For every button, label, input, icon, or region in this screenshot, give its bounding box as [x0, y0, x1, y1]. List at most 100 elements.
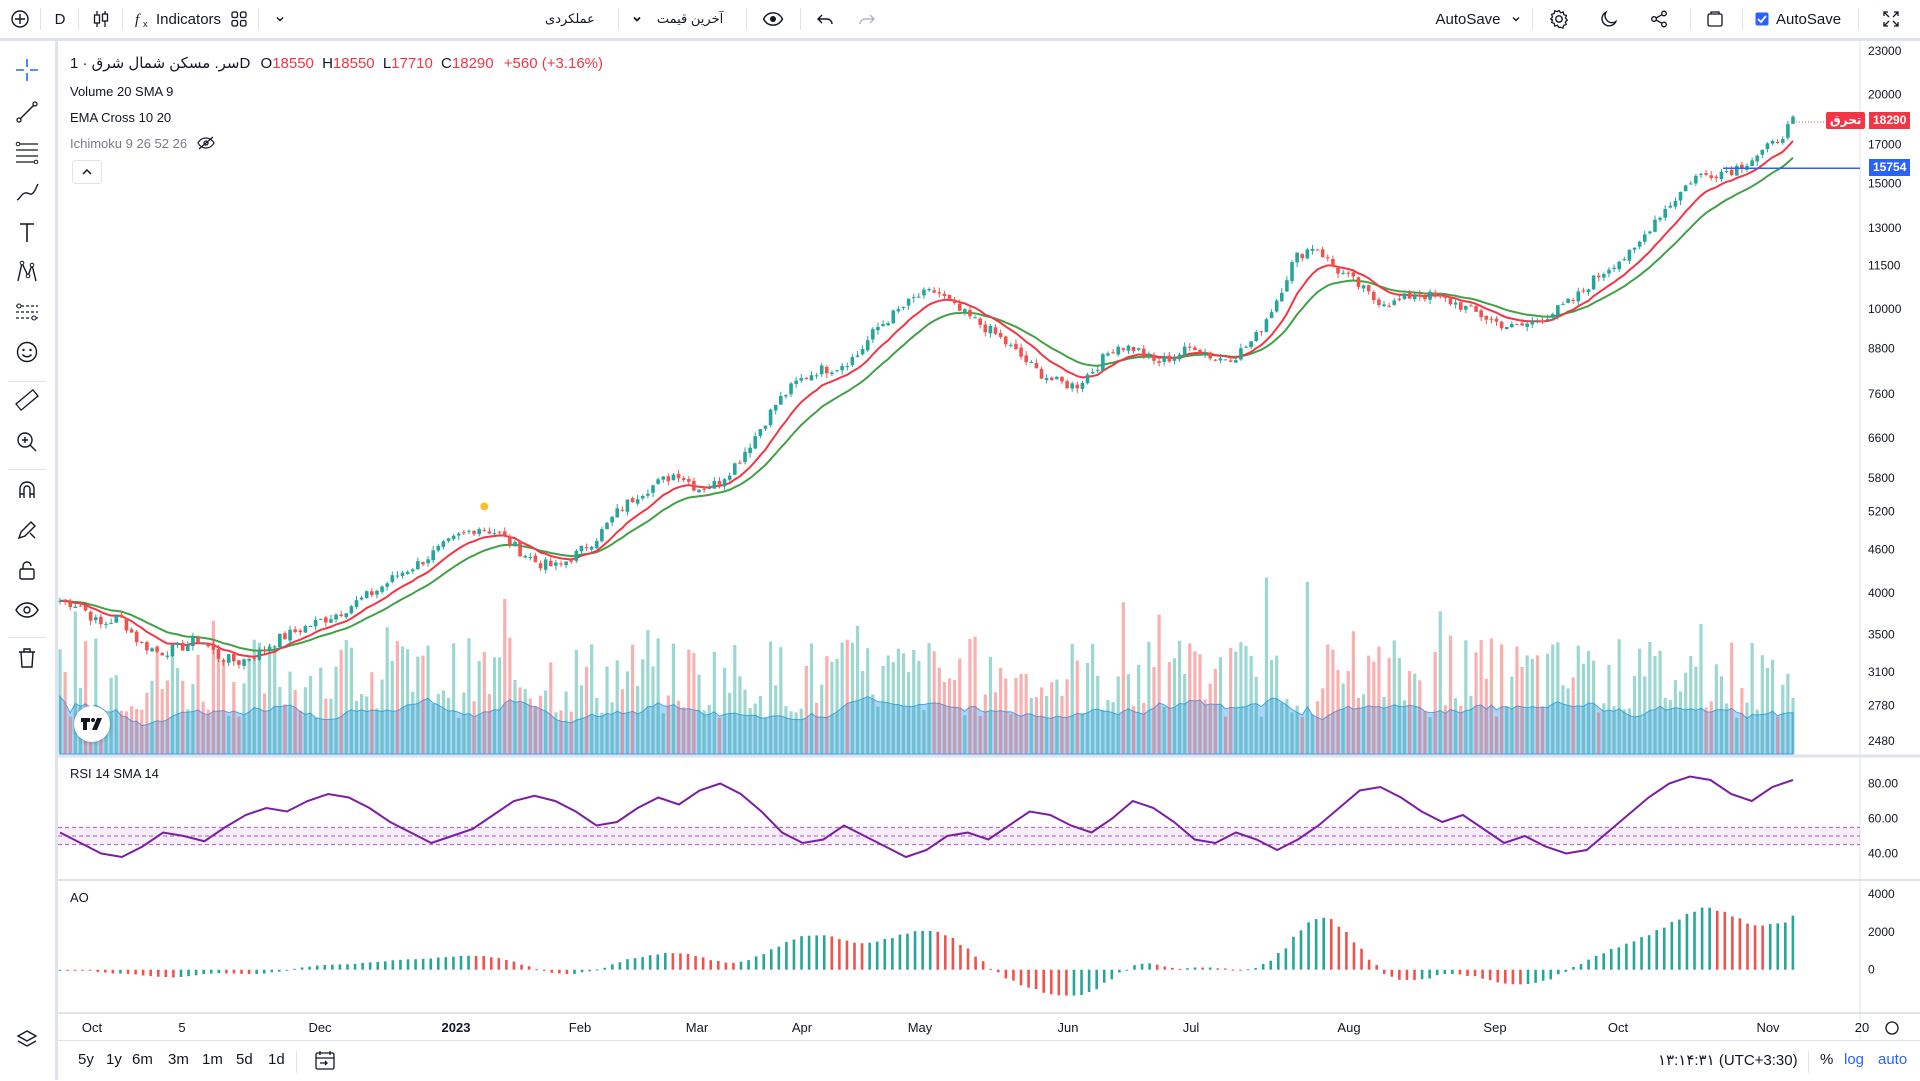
templates-icon[interactable] — [226, 6, 252, 32]
range-1y[interactable]: 1y — [106, 1051, 122, 1068]
volume-bar — [1602, 703, 1606, 754]
ruler-icon[interactable] — [12, 385, 42, 415]
price-tick-label: 17000 — [1868, 138, 1902, 152]
candle-body — [1126, 345, 1131, 351]
snapshot-icon[interactable] — [1700, 6, 1730, 32]
candle-body — [63, 599, 67, 602]
volume-bar — [1653, 655, 1657, 754]
chevron-down-icon[interactable] — [268, 6, 292, 32]
ao-bar — [1398, 969, 1401, 980]
candle-body — [702, 488, 706, 490]
candle-body — [318, 618, 323, 620]
ao-legend[interactable]: AO — [70, 890, 89, 905]
candle-body — [155, 647, 159, 652]
ao-bar — [542, 969, 546, 971]
ao-bar — [1345, 931, 1348, 970]
ao-bar — [777, 946, 781, 970]
stay-drawing-icon[interactable] — [12, 515, 42, 545]
rsi-legend[interactable]: RSI 14 SMA 14 — [70, 766, 159, 781]
autosave-checkbox[interactable] — [1752, 6, 1772, 32]
redo-icon[interactable] — [854, 6, 880, 32]
ao-bar — [436, 957, 440, 970]
ao-bar — [1390, 969, 1394, 977]
autosave-checkbox-label[interactable]: AutoSave — [1776, 10, 1842, 28]
ao-bar — [1102, 969, 1106, 983]
percent-toggle[interactable]: % — [1820, 1051, 1834, 1068]
object-tree-icon[interactable] — [12, 1025, 42, 1055]
tradingview-logo[interactable] — [74, 706, 110, 742]
crosshair-icon[interactable] — [12, 55, 42, 85]
volume-bar — [68, 716, 72, 754]
log-toggle[interactable]: log — [1844, 1051, 1865, 1068]
range-3m[interactable]: 3m — [168, 1051, 189, 1068]
trend-line-icon[interactable] — [12, 97, 42, 127]
chart-type-icon[interactable] — [88, 6, 114, 32]
trash-icon[interactable] — [12, 643, 42, 673]
theme-moon-icon[interactable] — [1594, 6, 1624, 32]
clock-timezone[interactable]: ۱۳:۱۴:۳۱ (UTC+3:30) — [1658, 1052, 1798, 1069]
volume-bar — [636, 685, 640, 754]
candle-body — [1228, 360, 1233, 362]
candle-body — [58, 600, 62, 602]
indicators-button[interactable]: Indicators — [156, 10, 222, 28]
range-1m[interactable]: 1m — [202, 1051, 223, 1068]
fib-retracement-icon[interactable] — [12, 137, 42, 167]
volume-bar — [1014, 678, 1018, 754]
chart-area[interactable]: 2300020000170001500013000115001000088007… — [58, 41, 1920, 1039]
pattern-tool-icon[interactable] — [12, 257, 42, 287]
settings-gear-icon[interactable] — [1544, 6, 1574, 32]
range-6m[interactable]: 6m — [132, 1051, 153, 1068]
range-5d[interactable]: 5d — [236, 1051, 253, 1068]
candle-body — [1704, 173, 1708, 175]
candle-body — [1014, 343, 1018, 349]
goto-date-icon[interactable] — [314, 1049, 336, 1075]
fullscreen-icon[interactable] — [1876, 6, 1906, 32]
volume-bar — [221, 659, 226, 754]
ao-bar — [1617, 947, 1621, 970]
range-1d[interactable]: 1d — [268, 1051, 285, 1068]
ichimoku-legend[interactable]: Ichimoku 9 26 52 26 — [70, 136, 215, 153]
auto-toggle[interactable]: auto — [1878, 1051, 1908, 1068]
ao-bar — [800, 936, 803, 970]
ao-bar — [368, 962, 372, 970]
range-5y[interactable]: 5y — [78, 1051, 94, 1068]
brush-icon[interactable] — [12, 177, 42, 207]
volume-bar — [1581, 663, 1586, 754]
candle-body — [548, 560, 553, 567]
candle-body — [221, 660, 226, 662]
time-axis-settings-icon[interactable] — [1885, 1021, 1899, 1035]
volume-legend[interactable]: Volume 20 SMA 9 — [70, 84, 174, 99]
candle-body — [1152, 354, 1156, 361]
ao-bar — [315, 965, 319, 970]
undo-icon[interactable] — [812, 6, 838, 32]
hidden-eye-icon[interactable] — [197, 136, 215, 153]
ao-bar — [1276, 953, 1280, 970]
collapse-legend-button[interactable] — [72, 160, 102, 184]
add-symbol-icon[interactable] — [6, 6, 34, 32]
ao-bar — [1753, 925, 1757, 970]
hide-drawings-icon[interactable] — [12, 595, 42, 625]
candle-body — [1101, 354, 1105, 371]
interval-button[interactable]: D — [54, 10, 66, 28]
ao-bar — [875, 941, 879, 970]
emoji-icon[interactable] — [12, 337, 42, 367]
chevron-down-icon[interactable] — [1508, 6, 1524, 32]
ema-legend[interactable]: EMA Cross 10 20 — [70, 110, 172, 125]
volume-bar — [907, 672, 911, 754]
zoom-in-icon[interactable] — [12, 427, 42, 457]
performance-button[interactable]: عملکردی — [545, 11, 595, 26]
volume-bar — [267, 644, 272, 754]
forecast-tool-icon[interactable] — [12, 297, 42, 327]
text-tool-icon[interactable] — [12, 217, 42, 247]
price-source-dropdown[interactable]: آخرین قیمت — [656, 11, 724, 26]
eye-icon[interactable] — [758, 6, 788, 32]
chevron-down-icon[interactable] — [628, 6, 646, 32]
magnet-icon[interactable] — [12, 475, 42, 505]
volume-bar — [1310, 714, 1315, 754]
lock-icon[interactable] — [12, 555, 42, 585]
share-icon[interactable] — [1644, 6, 1674, 32]
candle-body — [150, 648, 154, 652]
autosave-dropdown[interactable]: AutoSave — [1435, 10, 1501, 28]
